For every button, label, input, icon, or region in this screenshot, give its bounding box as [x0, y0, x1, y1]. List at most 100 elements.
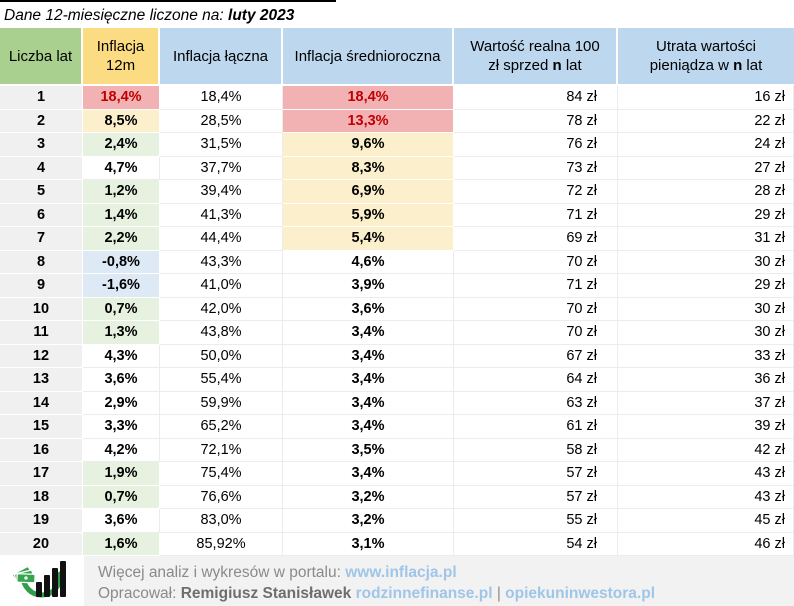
cell-inflacja-srednioroczna: 3,2%	[283, 485, 454, 509]
inflacja-pl-link[interactable]: www.inflacja.pl	[345, 564, 457, 581]
cell-inflacja-12m: 4,7%	[83, 156, 160, 180]
cell-inflacja-12m: 0,7%	[83, 297, 160, 321]
footer-text: Więcej analiz i wykresów w portalu: www.…	[84, 556, 794, 606]
cell-inflacja-laczna: 18,4%	[160, 86, 283, 110]
header-label: Utrata wartości	[655, 38, 757, 55]
header-label: Inflacja średnioroczna	[294, 47, 441, 65]
cell-inflacja-srednioroczna: 5,9%	[283, 203, 454, 227]
cell-liczba-lat: 18	[0, 485, 83, 509]
page-title: Dane 12-miesięczne liczone na: luty 2023	[0, 0, 794, 28]
cell-liczba-lat: 10	[0, 297, 83, 321]
cell-wartosc-realna: 63 zł	[454, 391, 618, 415]
cell-inflacja-srednioroczna: 3,4%	[283, 391, 454, 415]
header-label: 12m	[105, 57, 136, 74]
cell-utrata-wartosci: 30 zł	[618, 250, 794, 274]
cell-inflacja-srednioroczna: 5,4%	[283, 227, 454, 251]
header-n: n	[733, 57, 743, 74]
cell-wartosc-realna: 57 zł	[454, 462, 618, 486]
cell-wartosc-realna: 73 zł	[454, 156, 618, 180]
cell-liczba-lat: 20	[0, 532, 83, 556]
cell-liczba-lat: 17	[0, 462, 83, 486]
cell-wartosc-realna: 58 zł	[454, 438, 618, 462]
cell-inflacja-srednioroczna: 3,4%	[283, 368, 454, 392]
cell-liczba-lat: 12	[0, 344, 83, 368]
table-row: 6 1,4% 41,3% 5,9% 71 zł 29 zł	[0, 203, 794, 227]
cell-inflacja-12m: 2,2%	[83, 227, 160, 251]
header-label: lat	[561, 57, 582, 74]
footer-line-1: Więcej analiz i wykresów w portalu: www.…	[98, 562, 794, 583]
header-label: pieniądza w	[649, 57, 734, 74]
cell-liczba-lat: 6	[0, 203, 83, 227]
cell-wartosc-realna: 70 zł	[454, 297, 618, 321]
cell-utrata-wartosci: 29 zł	[618, 203, 794, 227]
cell-liczba-lat: 9	[0, 274, 83, 298]
header-inflacja-12m: Inflacja 12m	[83, 28, 160, 86]
rodzinnefinanse-logo-icon	[0, 556, 84, 606]
table-row: 12 4,3% 50,0% 3,4% 67 zł 33 zł	[0, 344, 794, 368]
cell-wartosc-realna: 72 zł	[454, 180, 618, 204]
cell-wartosc-realna: 67 zł	[454, 344, 618, 368]
cell-wartosc-realna: 54 zł	[454, 532, 618, 556]
cell-liczba-lat: 19	[0, 509, 83, 533]
cell-inflacja-srednioroczna: 3,4%	[283, 344, 454, 368]
header-label: Wartość realna 100	[470, 38, 600, 55]
cell-liczba-lat: 8	[0, 250, 83, 274]
cell-liczba-lat: 5	[0, 180, 83, 204]
title-period: luty 2023	[228, 7, 295, 24]
logo-chart-money-icon	[12, 561, 66, 598]
table-row: 14 2,9% 59,9% 3,4% 63 zł 37 zł	[0, 391, 794, 415]
header-inflacja-srednioroczna: Inflacja średnioroczna	[283, 28, 454, 86]
cell-inflacja-srednioroczna: 4,6%	[283, 250, 454, 274]
cell-utrata-wartosci: 28 zł	[618, 180, 794, 204]
cell-utrata-wartosci: 36 zł	[618, 368, 794, 392]
table-row: 11 1,3% 43,8% 3,4% 70 zł 30 zł	[0, 321, 794, 345]
table-header-row: Liczba lat Inflacja 12m Inflacja łączna I…	[0, 28, 794, 86]
cell-liczba-lat: 3	[0, 133, 83, 157]
opiekuninwestora-pl-link[interactable]: opiekuninwestora.pl	[505, 585, 656, 602]
cell-inflacja-12m: 1,3%	[83, 321, 160, 345]
table-row: 2 8,5% 28,5% 13,3% 78 zł 22 zł	[0, 109, 794, 133]
cell-inflacja-laczna: 59,9%	[160, 391, 283, 415]
cell-inflacja-12m: 8,5%	[83, 109, 160, 133]
cell-liczba-lat: 13	[0, 368, 83, 392]
table-row: 13 3,6% 55,4% 3,4% 64 zł 36 zł	[0, 368, 794, 392]
cell-inflacja-12m: -1,6%	[83, 274, 160, 298]
header-label: Inflacja	[96, 38, 145, 55]
table-row: 15 3,3% 65,2% 3,4% 61 zł 39 zł	[0, 415, 794, 439]
cell-inflacja-laczna: 41,3%	[160, 203, 283, 227]
cell-utrata-wartosci: 37 zł	[618, 391, 794, 415]
cell-utrata-wartosci: 43 zł	[618, 485, 794, 509]
cell-inflacja-srednioroczna: 6,9%	[283, 180, 454, 204]
cell-inflacja-12m: 4,2%	[83, 438, 160, 462]
cell-inflacja-12m: 4,3%	[83, 344, 160, 368]
cell-inflacja-srednioroczna: 3,1%	[283, 532, 454, 556]
table-row: 7 2,2% 44,4% 5,4% 69 zł 31 zł	[0, 227, 794, 251]
table-row: 1 18,4% 18,4% 18,4% 84 zł 16 zł	[0, 86, 794, 110]
cell-liczba-lat: 4	[0, 156, 83, 180]
cell-inflacja-laczna: 43,8%	[160, 321, 283, 345]
cell-wartosc-realna: 76 zł	[454, 133, 618, 157]
cell-inflacja-laczna: 28,5%	[160, 109, 283, 133]
table-row: 8 -0,8% 43,3% 4,6% 70 zł 30 zł	[0, 250, 794, 274]
cell-liczba-lat: 2	[0, 109, 83, 133]
cell-utrata-wartosci: 46 zł	[618, 532, 794, 556]
table-row: 4 4,7% 37,7% 8,3% 73 zł 27 zł	[0, 156, 794, 180]
cell-inflacja-laczna: 42,0%	[160, 297, 283, 321]
rodzinnefinanse-pl-link[interactable]: rodzinnefinanse.pl	[355, 585, 493, 602]
cell-utrata-wartosci: 24 zł	[618, 133, 794, 157]
cell-utrata-wartosci: 29 zł	[618, 274, 794, 298]
cell-wartosc-realna: 64 zł	[454, 368, 618, 392]
footer-portal-text: Więcej analiz i wykresów w portalu:	[98, 564, 346, 581]
cell-wartosc-realna: 78 zł	[454, 109, 618, 133]
table-row: 17 1,9% 75,4% 3,4% 57 zł 43 zł	[0, 462, 794, 486]
title-prefix: Dane 12-miesięczne liczone na:	[4, 7, 229, 24]
header-label: zł sprzed	[488, 57, 553, 74]
cell-wartosc-realna: 57 zł	[454, 485, 618, 509]
cell-inflacja-srednioroczna: 3,6%	[283, 297, 454, 321]
cell-inflacja-laczna: 41,0%	[160, 274, 283, 298]
cell-liczba-lat: 16	[0, 438, 83, 462]
cell-inflacja-laczna: 43,3%	[160, 250, 283, 274]
footer-line-2: Opracował: Remigiusz Stanisławek rodzinn…	[98, 583, 794, 604]
cell-inflacja-12m: 2,4%	[83, 133, 160, 157]
